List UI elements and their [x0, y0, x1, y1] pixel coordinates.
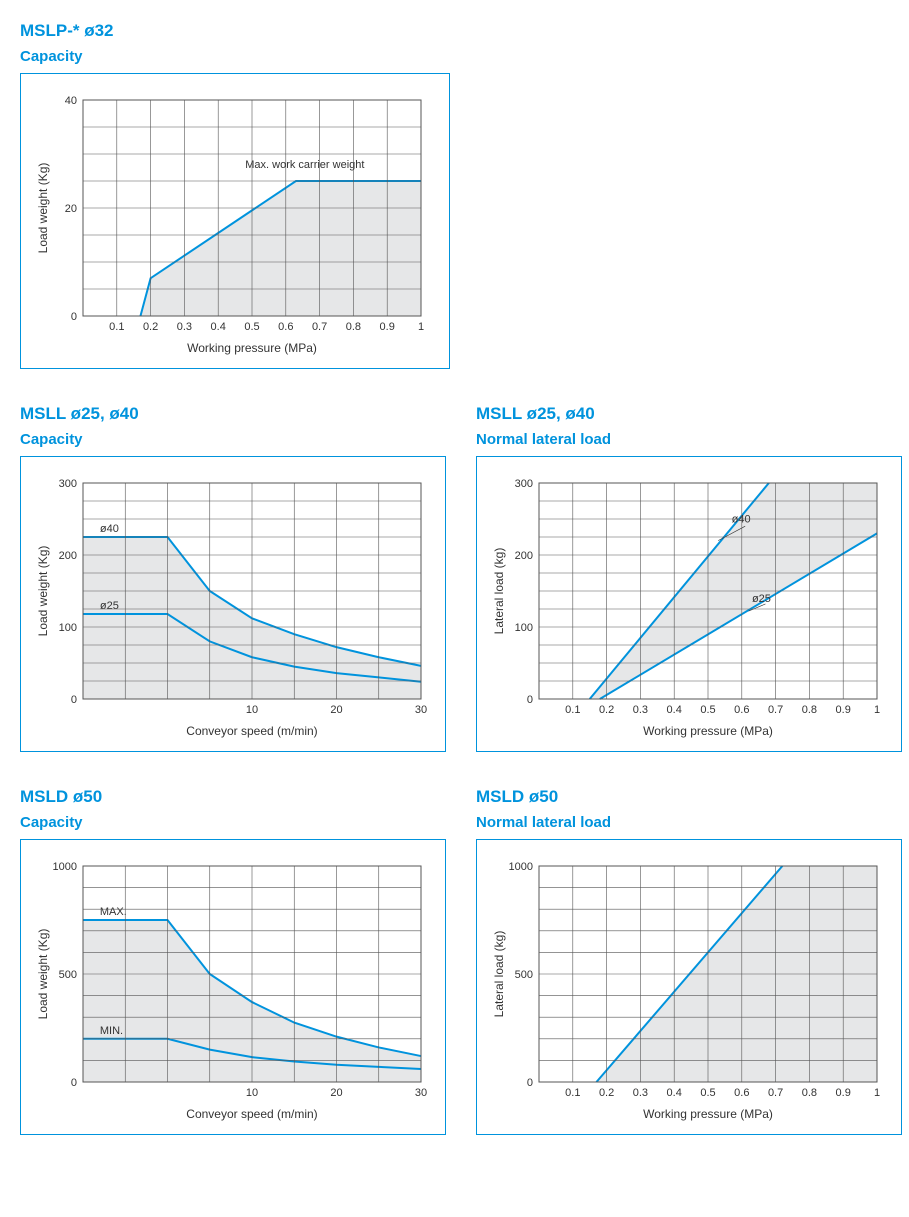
- svg-text:1000: 1000: [53, 861, 77, 873]
- svg-text:0.5: 0.5: [700, 1087, 715, 1099]
- chart5-subtitle: Normal lateral load: [476, 814, 902, 831]
- svg-text:0.4: 0.4: [667, 704, 682, 716]
- svg-text:20: 20: [65, 203, 77, 215]
- chart5-cell: MSLD ø50 Normal lateral load 0.10.20.30.…: [476, 786, 902, 1135]
- svg-text:200: 200: [59, 550, 77, 562]
- svg-text:0.6: 0.6: [734, 704, 749, 716]
- svg-text:500: 500: [59, 969, 77, 981]
- chart5-title: MSLD ø50: [476, 786, 902, 808]
- svg-text:0.8: 0.8: [802, 704, 817, 716]
- svg-text:0.6: 0.6: [278, 321, 293, 333]
- svg-text:0.4: 0.4: [667, 1087, 682, 1099]
- svg-text:0.6: 0.6: [734, 1087, 749, 1099]
- row-2: MSLL ø25, ø40 Capacity ø40ø2510203001002…: [20, 403, 889, 752]
- svg-text:0: 0: [527, 694, 533, 706]
- svg-text:1: 1: [874, 704, 880, 716]
- chart1-frame: Max. work carrier weight 0.1 0.2 0.3 0.4 0.5 0…: [20, 73, 450, 369]
- svg-text:20: 20: [330, 1087, 342, 1099]
- svg-text:0.7: 0.7: [768, 1087, 783, 1099]
- svg-text:Load weight (Kg): Load weight (Kg): [36, 929, 50, 1020]
- svg-text:0.9: 0.9: [836, 704, 851, 716]
- svg-text:Working pressure (MPa): Working pressure (MPa): [643, 724, 773, 738]
- chart3-svg: ø40 ø25 0.1 0.2 0.3 0.4 0.5 0.6 0.7 0.8 0.9 1 0 100 20…: [487, 471, 887, 741]
- chart5-frame: 0.1 0.2 0.3 0.4 0.5 0.6 0.7 0.8 0.9 1 0 500 1000 Work…: [476, 839, 902, 1135]
- svg-text:10: 10: [246, 704, 258, 716]
- chart3-title: MSLL ø25, ø40: [476, 403, 902, 425]
- svg-text:0.7: 0.7: [312, 321, 327, 333]
- chart4-frame: MAX. MIN. 10 20 30 0 500 1000 Conveyor speed (m/…: [20, 839, 446, 1135]
- svg-text:Working pressure (MPa): Working pressure (MPa): [643, 1107, 773, 1121]
- chart4-title: MSLD ø50: [20, 786, 446, 808]
- svg-text:0.3: 0.3: [177, 321, 192, 333]
- svg-text:Load weight (Kg): Load weight (Kg): [36, 546, 50, 637]
- svg-text:Working pressure (MPa): Working pressure (MPa): [187, 341, 317, 355]
- svg-text:MAX.: MAX.: [100, 906, 127, 918]
- chart3-cell: MSLL ø25, ø40 Normal lateral load ø40 ø25…: [476, 403, 902, 752]
- chart4-subtitle: Capacity: [20, 814, 446, 831]
- chart3-subtitle: Normal lateral load: [476, 431, 902, 448]
- svg-text:0.1: 0.1: [565, 1087, 580, 1099]
- svg-text:ø25: ø25: [100, 600, 119, 612]
- svg-text:300: 300: [515, 478, 533, 490]
- svg-text:0.2: 0.2: [599, 704, 614, 716]
- chart3-frame: ø40 ø25 0.1 0.2 0.3 0.4 0.5 0.6 0.7 0.8 0.9 1 0 100 20…: [476, 456, 902, 752]
- svg-text:200: 200: [515, 550, 533, 562]
- svg-text:1: 1: [418, 321, 424, 333]
- svg-text:0.7: 0.7: [768, 704, 783, 716]
- svg-text:Lateral load (kg): Lateral load (kg): [492, 548, 506, 635]
- svg-text:0: 0: [527, 1077, 533, 1089]
- chart1-title: MSLP-* ø32: [20, 20, 450, 42]
- svg-text:0.5: 0.5: [700, 704, 715, 716]
- svg-text:0.4: 0.4: [211, 321, 226, 333]
- svg-text:0.2: 0.2: [599, 1087, 614, 1099]
- row-3: MSLD ø50 Capacity MAX.MIN.10203005001000…: [20, 786, 889, 1135]
- svg-text:Conveyor speed (m/min): Conveyor speed (m/min): [186, 724, 317, 738]
- chart1-subtitle: Capacity: [20, 48, 450, 65]
- svg-text:100: 100: [515, 622, 533, 634]
- chart1-cell: MSLP-* ø32 Capacity Max. work carrier we…: [20, 20, 450, 369]
- row-1: MSLP-* ø32 Capacity Max. work carrier we…: [20, 20, 889, 369]
- svg-text:ø40: ø40: [100, 523, 119, 535]
- svg-text:1: 1: [874, 1087, 880, 1099]
- svg-text:0.9: 0.9: [836, 1087, 851, 1099]
- svg-text:500: 500: [515, 969, 533, 981]
- svg-text:10: 10: [246, 1087, 258, 1099]
- svg-text:0: 0: [71, 311, 77, 323]
- svg-text:300: 300: [59, 478, 77, 490]
- svg-text:Load weight (Kg): Load weight (Kg): [36, 163, 50, 254]
- svg-text:1000: 1000: [509, 861, 533, 873]
- svg-text:ø25: ø25: [752, 593, 771, 605]
- svg-text:Max. work carrier weight: Max. work carrier weight: [245, 159, 364, 171]
- svg-text:0.9: 0.9: [380, 321, 395, 333]
- svg-text:0: 0: [71, 694, 77, 706]
- svg-text:0.2: 0.2: [143, 321, 158, 333]
- chart2-subtitle: Capacity: [20, 431, 446, 448]
- chart4-cell: MSLD ø50 Capacity MAX. MIN. 10 20 30 0 500 1000…: [20, 786, 446, 1135]
- svg-text:0.8: 0.8: [346, 321, 361, 333]
- svg-text:Conveyor speed (m/min): Conveyor speed (m/min): [186, 1107, 317, 1121]
- chart2-frame: ø40ø251020300100200300Conveyor speed (m/…: [20, 456, 446, 752]
- svg-text:ø40: ø40: [732, 514, 751, 526]
- chart2-svg: ø40ø251020300100200300Conveyor speed (m/…: [31, 471, 431, 741]
- svg-text:100: 100: [59, 622, 77, 634]
- svg-text:0.1: 0.1: [565, 704, 580, 716]
- svg-text:20: 20: [330, 704, 342, 716]
- svg-text:0.8: 0.8: [802, 1087, 817, 1099]
- chart1-svg: Max. work carrier weight 0.1 0.2 0.3 0.4 0.5 0…: [31, 88, 431, 358]
- chart2-title: MSLL ø25, ø40: [20, 403, 446, 425]
- svg-text:0.5: 0.5: [244, 321, 259, 333]
- svg-text:0.3: 0.3: [633, 704, 648, 716]
- chart2-cell: MSLL ø25, ø40 Capacity ø40ø2510203001002…: [20, 403, 446, 752]
- svg-text:30: 30: [415, 704, 427, 716]
- svg-text:0.3: 0.3: [633, 1087, 648, 1099]
- svg-text:30: 30: [415, 1087, 427, 1099]
- svg-text:0.1: 0.1: [109, 321, 124, 333]
- svg-text:Lateral load (kg): Lateral load (kg): [492, 931, 506, 1018]
- chart4-svg: MAX. MIN. 10 20 30 0 500 1000 Conveyor speed (m/…: [31, 854, 431, 1124]
- svg-text:MIN.: MIN.: [100, 1025, 123, 1037]
- svg-text:40: 40: [65, 95, 77, 107]
- chart5-svg: 0.1 0.2 0.3 0.4 0.5 0.6 0.7 0.8 0.9 1 0 500 1000 Work…: [487, 854, 887, 1124]
- svg-text:0: 0: [71, 1077, 77, 1089]
